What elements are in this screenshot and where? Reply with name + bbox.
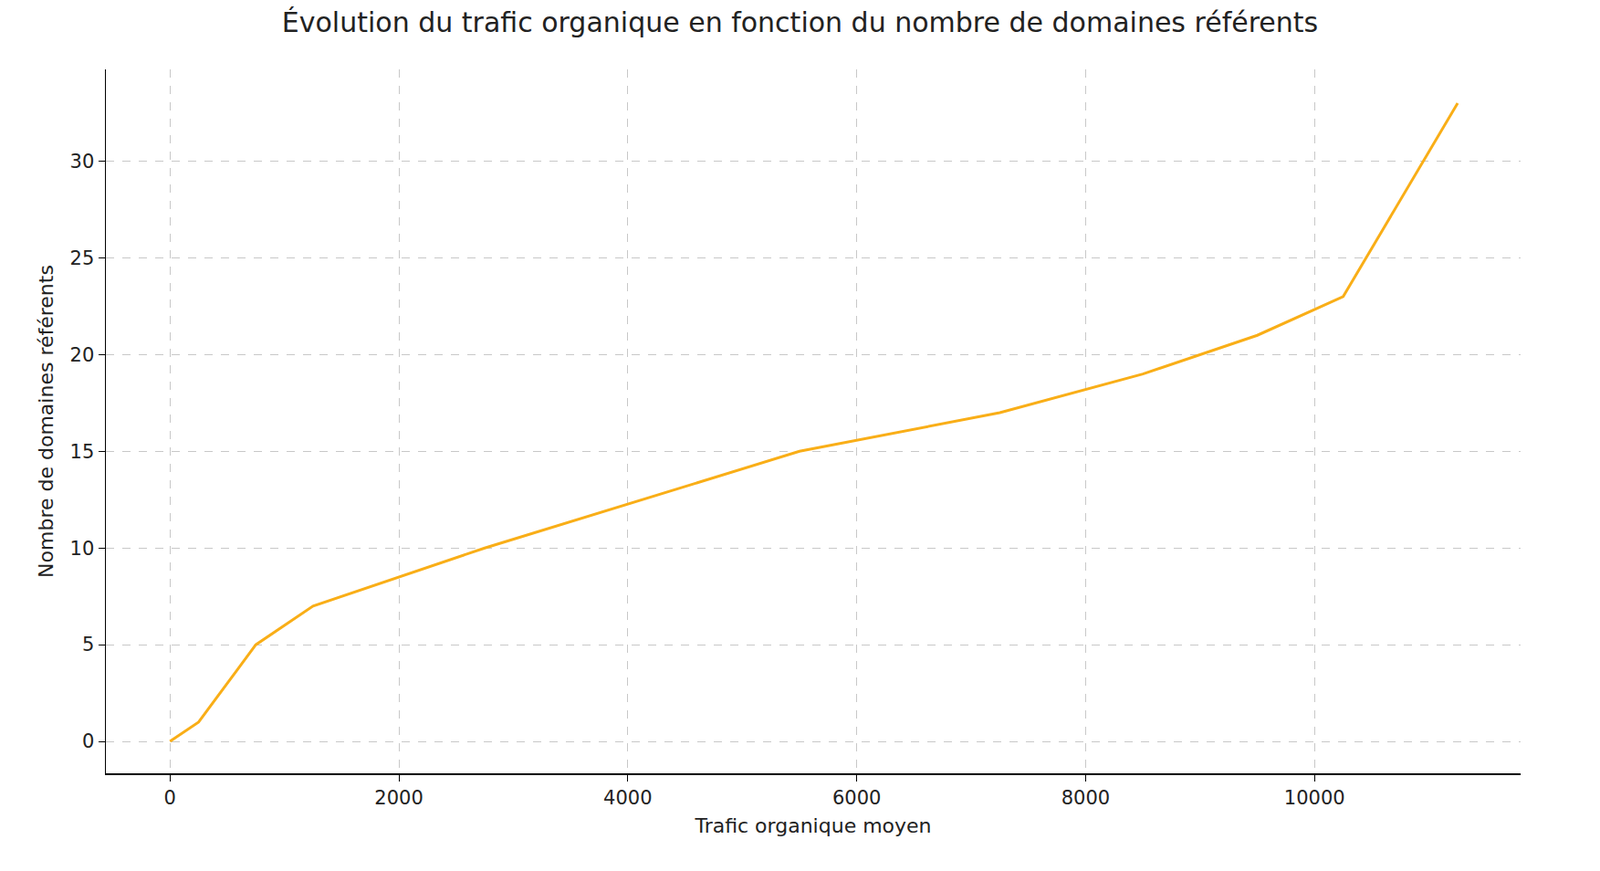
- svg-text:10: 10: [70, 537, 95, 560]
- svg-text:5: 5: [82, 633, 95, 656]
- svg-text:15: 15: [70, 440, 95, 463]
- svg-text:Trafic organique moyen: Trafic organique moyen: [693, 814, 931, 837]
- svg-text:20: 20: [70, 344, 95, 367]
- svg-text:2000: 2000: [374, 786, 423, 809]
- svg-text:4000: 4000: [603, 786, 652, 809]
- svg-text:Nombre de domaines référents: Nombre de domaines référents: [34, 264, 58, 578]
- svg-text:10000: 10000: [1284, 786, 1346, 809]
- svg-text:Évolution du trafic organique: Évolution du trafic organique en fonctio…: [282, 6, 1318, 39]
- svg-text:6000: 6000: [832, 786, 881, 809]
- svg-text:8000: 8000: [1061, 786, 1110, 809]
- svg-text:0: 0: [82, 730, 95, 753]
- svg-text:0: 0: [164, 786, 177, 809]
- svg-text:25: 25: [70, 247, 95, 270]
- svg-text:30: 30: [70, 150, 95, 173]
